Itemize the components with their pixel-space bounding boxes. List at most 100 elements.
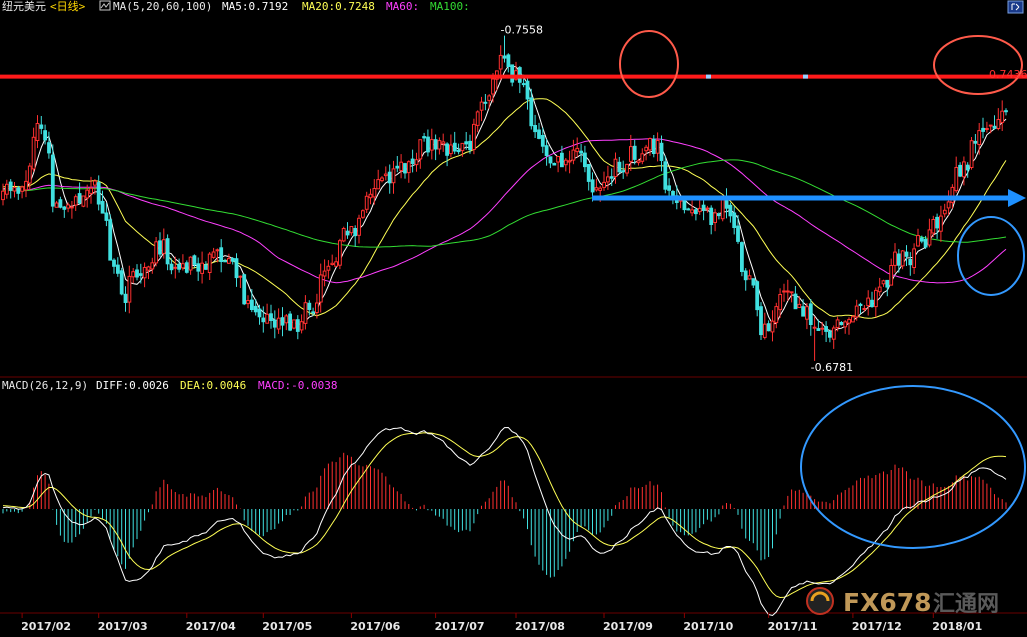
candle-body (288, 313, 293, 331)
candle-body (981, 127, 986, 132)
macd-diff-value: DIFF:0.0026 (96, 379, 169, 392)
candle-body (916, 235, 920, 247)
candle (636, 158, 641, 166)
candle (391, 160, 396, 194)
candle (805, 303, 809, 330)
candle-body (395, 165, 400, 169)
candle (782, 283, 786, 302)
candle (667, 178, 672, 199)
candle (452, 131, 457, 155)
candle-body (958, 164, 963, 177)
candle (843, 320, 848, 334)
candle (877, 277, 882, 297)
candle (242, 273, 247, 306)
ma-settings-icon[interactable] (99, 0, 111, 11)
candle-body (831, 327, 836, 340)
ma5-value: MA5:0.7192 (222, 0, 288, 13)
candle (414, 152, 419, 172)
candle (747, 269, 752, 280)
candle-body (276, 317, 281, 330)
candle (295, 315, 300, 340)
candle-body (697, 207, 702, 213)
candle (579, 143, 584, 163)
candle-body (609, 176, 614, 179)
candle (969, 137, 974, 170)
candle (874, 287, 878, 318)
candle (353, 225, 358, 247)
candle-body (613, 158, 618, 177)
candle-body (472, 123, 476, 151)
period-label[interactable]: <日线> (50, 0, 86, 13)
candle-body (694, 209, 698, 215)
candle (349, 226, 354, 236)
candle (533, 114, 538, 138)
candle (690, 200, 695, 217)
candle-body (885, 279, 890, 288)
candle-body (762, 323, 767, 338)
candle (445, 142, 450, 167)
candle (188, 256, 193, 275)
candle (686, 207, 691, 211)
candle-body (181, 263, 185, 269)
candle-body (567, 160, 572, 163)
candle (460, 142, 465, 157)
candle-body (659, 142, 664, 162)
candle-body (751, 278, 756, 286)
candle-body (73, 196, 78, 206)
candle (299, 314, 304, 334)
candle-body (150, 262, 155, 270)
candle (70, 201, 74, 219)
fx678-logo: FX678 汇通网 (806, 587, 999, 617)
candle (973, 134, 978, 154)
candle-body (227, 258, 231, 264)
candle-body (962, 161, 966, 178)
resistance-marker (706, 74, 711, 79)
candle-body (896, 253, 901, 266)
candle (8, 179, 13, 199)
candle (586, 164, 591, 191)
candle-body (904, 251, 909, 257)
candle (169, 258, 174, 275)
candle (253, 299, 258, 316)
candle (544, 139, 549, 166)
candle-body (521, 83, 526, 86)
candle (724, 188, 729, 219)
candle (204, 261, 208, 270)
candle-body (165, 238, 170, 265)
candle (192, 254, 197, 268)
ma20-line (2, 98, 1007, 319)
diff-line (2, 426, 1007, 617)
watermark-logo-text: FX678 (843, 588, 932, 617)
candle (717, 212, 721, 220)
candle (831, 325, 836, 349)
candle-body (357, 217, 361, 236)
candle (215, 248, 220, 263)
expand-icon[interactable] (1007, 0, 1024, 14)
candle (280, 307, 285, 337)
candle (751, 278, 756, 288)
candle-body (506, 54, 511, 68)
candle-body (571, 149, 576, 161)
candle-body (900, 250, 905, 267)
candle (135, 264, 139, 281)
candle (537, 122, 541, 140)
candle (931, 215, 936, 237)
candle (548, 156, 553, 169)
candle (525, 77, 530, 110)
candle-body (188, 256, 193, 271)
candle (713, 208, 718, 232)
candle-body (154, 241, 159, 264)
candle-body (793, 293, 798, 310)
candle (96, 175, 101, 211)
candle-body (318, 274, 323, 303)
candle (923, 235, 928, 249)
candle-body (253, 305, 258, 313)
candle (472, 118, 476, 155)
candle-body (808, 303, 813, 325)
candle (575, 137, 580, 158)
x-tick-label: 2018/01 (932, 620, 982, 633)
candle (1, 183, 5, 206)
x-tick-label: 2017/12 (852, 620, 902, 633)
candle-body (54, 202, 59, 208)
candle-body (142, 267, 147, 279)
